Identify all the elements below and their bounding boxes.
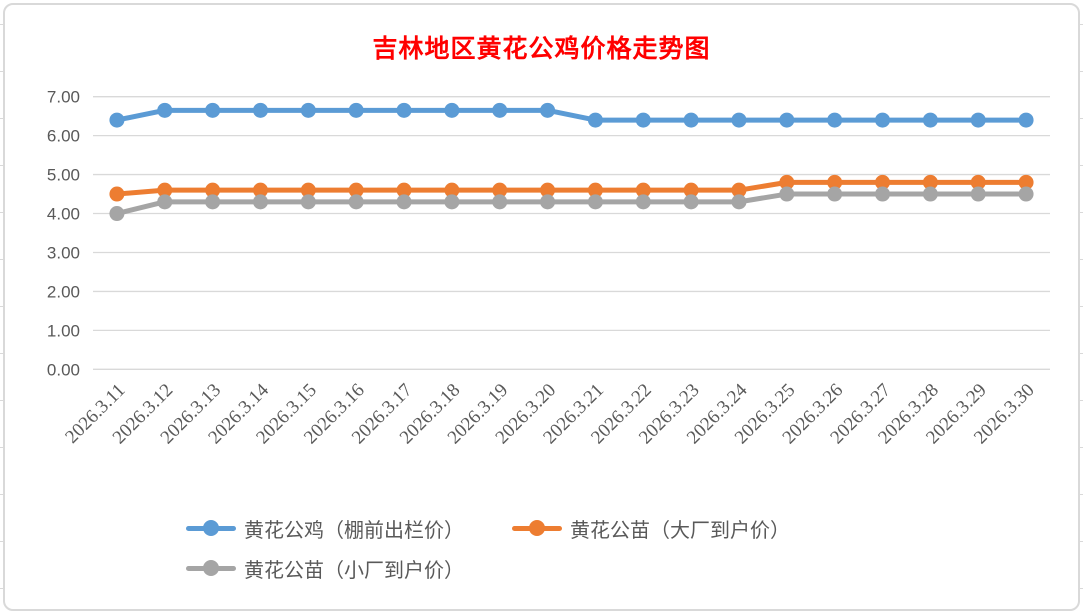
legend-item-1: 黄花公苗（大厂到户价） [512,509,790,547]
series-marker-2 [540,194,556,210]
series-marker-0 [540,102,556,118]
series-marker-0 [300,102,316,118]
y-axis-tick-label: 4.00 [47,205,80,224]
series-marker-1 [205,182,221,198]
series-marker-0 [492,102,508,118]
series-marker-2 [922,186,938,202]
series-marker-0 [587,112,603,128]
series-marker-1 [683,182,699,198]
series-marker-1 [252,182,268,198]
legend-line-marker-icon [512,520,562,536]
series-marker-0 [348,102,364,118]
series-marker-0 [875,112,891,128]
series-marker-1 [157,182,173,198]
series-marker-0 [1018,112,1034,128]
series-marker-0 [157,102,173,118]
series-marker-2 [683,194,699,210]
legend-label: 黄花公苗（小厂到户价） [244,559,464,582]
series-marker-1 [1018,174,1034,190]
series-marker-1 [827,174,843,190]
spreadsheet-row-ticks-left [0,0,4,614]
y-axis-tick-label: 6.00 [47,127,80,146]
legend: 黄花公鸡（棚前出栏价） 黄花公苗（大厂到户价） 黄花公苗（小厂到户价） [186,509,910,587]
series-marker-0 [635,112,651,128]
y-axis-tick-label: 2.00 [47,282,80,301]
series-marker-1 [922,174,938,190]
series-marker-0 [205,102,221,118]
series-marker-2 [587,194,603,210]
series-marker-2 [396,194,412,210]
y-axis-tick-label: 5.00 [47,166,80,185]
legend-item-0: 黄花公鸡（棚前出栏价） [186,509,464,547]
legend-line-marker-icon [186,560,236,576]
series-marker-1 [540,182,556,198]
series-marker-2 [731,194,747,210]
series-line-1 [114,179,1029,197]
series-marker-1 [587,182,603,198]
series-marker-0 [444,102,460,118]
legend-label: 黄花公苗（大厂到户价） [570,519,790,542]
series-marker-1 [300,182,316,198]
y-axis-tick-label: 1.00 [47,321,80,340]
legend-label: 黄花公鸡（棚前出栏价） [244,519,464,542]
series-marker-2 [970,186,986,202]
series-marker-1 [396,182,412,198]
series-line-2 [114,191,1029,217]
series-marker-1 [970,174,986,190]
y-axis-tick-label: 0.00 [47,360,80,379]
series-marker-1 [875,174,891,190]
series-line-0 [114,107,1029,123]
series-marker-2 [444,194,460,210]
chart-frame: 吉林地区黄花公鸡价格走势图 [3,3,1080,611]
series-marker-0 [683,112,699,128]
series-marker-2 [157,194,173,210]
series-marker-2 [300,194,316,210]
series-marker-2 [635,194,651,210]
series-marker-2 [109,206,125,222]
series-marker-1 [492,182,508,198]
series-marker-0 [731,112,747,128]
series-marker-0 [970,112,986,128]
series-marker-2 [205,194,221,210]
series-marker-1 [109,186,125,202]
series-marker-1 [731,182,747,198]
series-marker-0 [109,112,125,128]
series-marker-2 [1018,186,1034,202]
series-marker-2 [492,194,508,210]
series-marker-1 [444,182,460,198]
series-marker-0 [922,112,938,128]
chart-title: 吉林地区黄花公鸡价格走势图 [372,36,711,63]
series-marker-0 [827,112,843,128]
y-axis-tick-label: 3.00 [47,243,80,262]
legend-line-marker-icon [186,520,236,536]
series-marker-2 [252,194,268,210]
series-marker-2 [875,186,891,202]
series-marker-0 [396,102,412,118]
series-marker-2 [827,186,843,202]
series-marker-1 [779,174,795,190]
y-axis-tick-label: 7.00 [47,88,80,107]
series-marker-0 [779,112,795,128]
series-marker-2 [779,186,795,202]
spreadsheet-row-ticks-right [1079,0,1083,614]
legend-item-2: 黄花公苗（小厂到户价） [186,549,464,587]
series-marker-0 [252,102,268,118]
series-marker-1 [635,182,651,198]
series-marker-2 [348,194,364,210]
series-marker-1 [348,182,364,198]
